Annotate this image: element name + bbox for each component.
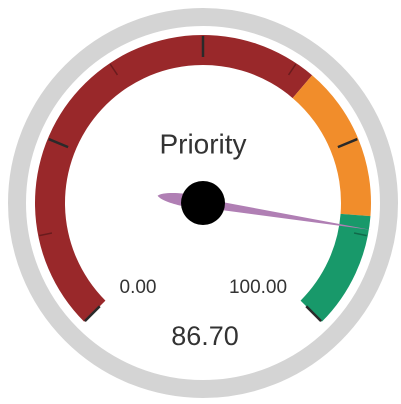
minor-tick [353,232,367,237]
gauge-band [34,34,313,322]
minor-tick [109,63,119,76]
max-label: 100.00 [229,277,287,298]
major-tick [84,305,101,322]
minor-tick [39,232,53,237]
major-tick [305,305,322,322]
major-tick [48,137,69,149]
value-label: 86.70 [171,321,239,351]
needle-hub [181,181,225,225]
gauge-band [300,213,371,322]
minor-tick [287,63,297,76]
gauge-title: Priority [159,128,246,159]
gauge-band [292,75,372,217]
major-tick [337,137,358,149]
min-label: 0.00 [120,277,157,298]
